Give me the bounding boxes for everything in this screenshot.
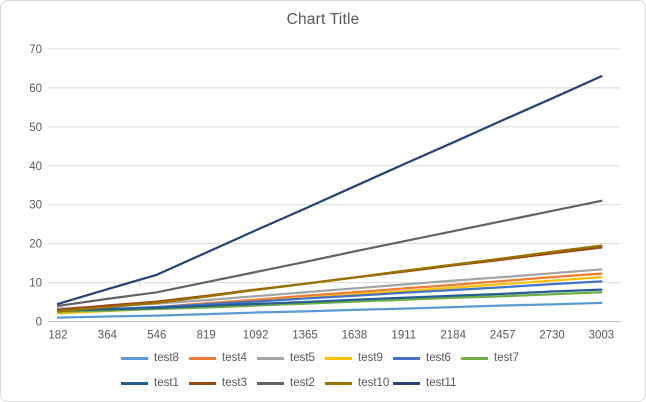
x-axis-label: 2457	[490, 330, 516, 342]
y-axis-label: 50	[29, 122, 42, 134]
x-axis-label: 1911	[391, 330, 416, 342]
y-axis-label: 70	[29, 44, 42, 56]
legend-item-test2[interactable]: test2	[257, 375, 315, 391]
legend-swatch-test9	[325, 356, 352, 360]
legend-swatch-test6	[393, 356, 420, 360]
legend-label: test1	[154, 377, 179, 389]
legend-item-test10[interactable]: test10	[325, 375, 389, 391]
legend-item-test11[interactable]: test11	[393, 375, 456, 391]
legend-item-test6[interactable]: test6	[393, 350, 451, 366]
x-axis-label: 2730	[539, 330, 565, 342]
legend-item-test7[interactable]: test7	[461, 350, 519, 366]
x-axis-label: 546	[147, 330, 166, 342]
legend-item-test4[interactable]: test4	[189, 350, 247, 366]
legend-swatch-test8	[121, 356, 148, 360]
y-axis-label: 30	[29, 200, 42, 212]
x-axis-label: 1638	[342, 330, 368, 342]
y-axis-label: 0	[36, 317, 42, 329]
legend-label: test9	[358, 352, 383, 364]
legend-item-test9[interactable]: test9	[325, 350, 383, 366]
legend-swatch-test5	[257, 356, 284, 360]
legend-label: test10	[358, 377, 390, 389]
legend-swatch-test1	[121, 381, 148, 385]
legend-label: test6	[426, 352, 451, 364]
series-line-test8	[56, 301, 603, 319]
legend-swatch-test11	[393, 381, 420, 385]
legend-label: test11	[426, 377, 457, 389]
series-line-test2	[56, 199, 603, 308]
legend-item-test3[interactable]: test3	[189, 375, 247, 391]
y-axis-label: 20	[29, 239, 42, 251]
y-axis-label: 60	[29, 83, 42, 95]
legend-swatch-test10	[325, 381, 352, 385]
x-axis-label: 3003	[589, 330, 615, 342]
x-axis-label: 1365	[292, 330, 318, 342]
legend-swatch-test2	[257, 381, 284, 385]
x-axis-label: 364	[98, 330, 118, 342]
legend-item-test1[interactable]: test1	[121, 375, 179, 391]
x-axis-label: 1092	[243, 330, 269, 342]
legend-label: test4	[222, 352, 247, 364]
legend-label: test7	[494, 352, 519, 364]
series-line-test1	[56, 288, 603, 312]
legend-item-test8[interactable]: test8	[121, 350, 179, 366]
y-axis-label: 10	[29, 278, 42, 290]
legend-swatch-test4	[189, 356, 216, 360]
legend-label: test3	[222, 377, 247, 389]
legend-label: test8	[154, 352, 179, 364]
x-axis-label: 2184	[440, 330, 466, 342]
legend-label: test5	[290, 352, 315, 364]
legend-swatch-test7	[461, 356, 488, 360]
series-line-test7	[56, 291, 603, 313]
legend-label: test2	[290, 377, 315, 389]
x-axis-label: 182	[48, 330, 67, 342]
chart-title: Chart Title	[286, 11, 360, 28]
legend-item-test5[interactable]: test5	[257, 350, 315, 366]
legend-row-1: test8 test4 test5 test9 test6 test7	[1, 350, 645, 366]
legend-swatch-test3	[189, 381, 216, 385]
series-line-test10	[56, 244, 603, 313]
series-line-test11	[56, 75, 603, 306]
legend-row-2: test1 test3 test2 test10 test11	[1, 375, 645, 391]
x-axis-label: 819	[197, 330, 216, 342]
y-axis-label: 40	[29, 161, 42, 173]
